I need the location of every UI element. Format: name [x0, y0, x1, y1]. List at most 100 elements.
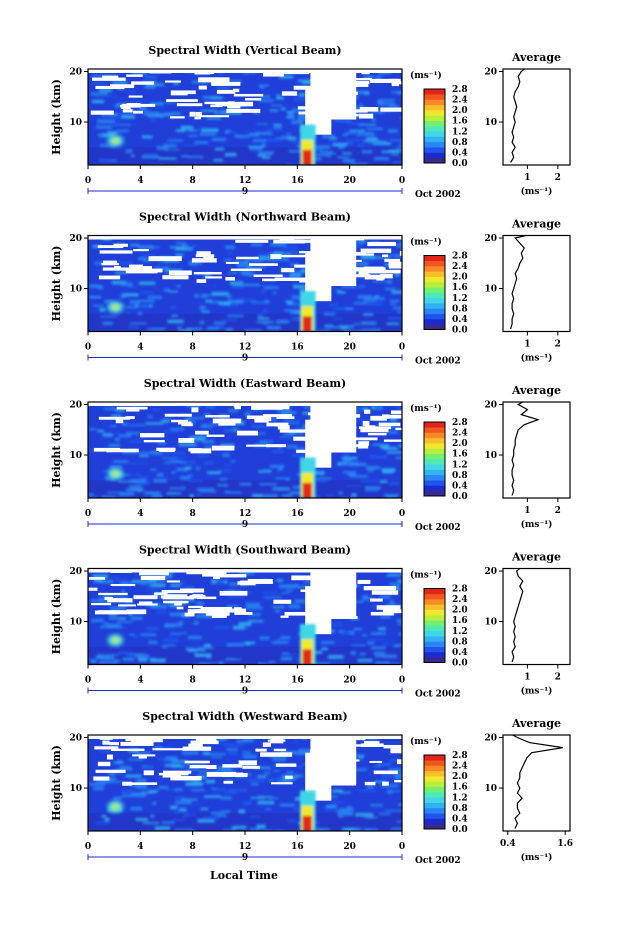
colorbar-tick-label: 1.2	[452, 627, 468, 637]
average-x-label: (ms⁻¹)	[521, 852, 553, 863]
x-tick-label: 12	[239, 176, 252, 186]
x-tick-label: 12	[239, 343, 252, 353]
average-x-tick-label: 2	[555, 340, 561, 350]
convective-column	[299, 124, 316, 165]
colorbar-frame	[423, 754, 446, 830]
average-y-tick-label: 20	[484, 567, 497, 577]
x-tick-label: 8	[190, 176, 196, 186]
average-x-tick-label: 1	[524, 506, 530, 516]
average-frame	[502, 68, 571, 166]
colorbar-tick-label: 2.0	[452, 606, 468, 616]
x-tick-label: 20	[343, 343, 356, 353]
average-frame	[502, 567, 571, 666]
y-axis-label: Height (km)	[50, 579, 63, 655]
colorbar-swatch	[424, 281, 445, 288]
x-tick-label: 0	[399, 176, 405, 186]
average-panel: Average 10 20 1 2(ms⁻¹)	[484, 218, 571, 364]
x-tick-label: 12	[239, 842, 252, 852]
low-level-blob	[107, 467, 124, 480]
average-x-tick-label: 2	[555, 173, 561, 183]
average-y-tick-label: 20	[484, 401, 497, 411]
colorbar-tick-label: 0.4	[452, 814, 468, 824]
x-tick-label: 20	[343, 176, 356, 186]
average-y-tick-label: 20	[484, 734, 497, 744]
x-tick-label: 0	[85, 343, 91, 353]
colorbar-swatch	[424, 120, 445, 127]
colorbar-tick-label: 0.4	[452, 315, 468, 325]
date-label: Oct 2002	[415, 690, 461, 700]
colorbar-tick-label: 1.2	[452, 793, 468, 803]
y-tick-label: 20	[69, 234, 82, 244]
colorbar-swatch	[424, 614, 445, 621]
x-tick-label: 4	[137, 343, 143, 353]
panel-title: Spectral Width (Eastward Beam)	[144, 377, 346, 390]
colorbar-tick-label: 0.8	[452, 637, 468, 647]
average-x-tick-label: 1	[524, 673, 530, 683]
average-panel: Average 10 20 1 2(ms⁻¹)	[484, 51, 571, 197]
colorbar-swatch	[424, 324, 445, 330]
x-tick-label: 0	[399, 343, 405, 353]
colorbar-tick-label: 2.4	[452, 762, 468, 772]
colorbar-swatch	[424, 823, 445, 830]
colorbar-swatch	[424, 797, 445, 803]
colorbar-swatch	[424, 599, 445, 605]
colorbar-tick-label: 2.8	[452, 85, 468, 95]
average-x-tick-label: 2	[555, 506, 561, 516]
x-tick-label: 16	[291, 842, 304, 852]
colorbar-swatch	[424, 141, 445, 148]
colorbar	[423, 255, 446, 330]
colorbar-swatch	[424, 485, 445, 492]
average-x-tick-label: 1	[524, 340, 530, 350]
x-tick-label: 0	[85, 509, 91, 519]
convective-column	[299, 790, 316, 831]
average-profile-line	[511, 568, 524, 663]
no-data-gaps	[88, 568, 402, 635]
average-x-tick-label: 2	[555, 673, 561, 683]
colorbar-tick-label: 1.6	[452, 783, 468, 793]
y-tick-label: 10	[69, 618, 82, 628]
low-level-blob	[107, 800, 124, 813]
average-profile-line	[510, 234, 526, 330]
colorbar-tick-label: 2.4	[452, 595, 468, 605]
colorbar-swatch	[424, 147, 445, 153]
average-y-tick-label: 20	[484, 234, 497, 244]
colorbar-frame	[423, 421, 446, 497]
colorbar-swatch	[424, 313, 445, 320]
colorbar-tick-label: 2.0	[452, 439, 468, 449]
heatmap	[88, 69, 402, 165]
average-profile-line	[511, 401, 540, 496]
colorbar-tick-label: 0.4	[452, 148, 468, 158]
convective-column	[299, 624, 316, 665]
panel-title: Spectral Width (Southward Beam)	[139, 544, 351, 557]
low-level-blob	[107, 634, 124, 647]
colorbar-frame	[423, 88, 446, 164]
colorbar-tick-label: 0.8	[452, 471, 468, 481]
x-tick-label: 20	[343, 842, 356, 852]
x-tick-label: 0	[399, 676, 405, 686]
colorbar-tick-label: 0.0	[452, 492, 468, 502]
colorbar-swatch	[424, 625, 445, 632]
y-axis-label: Height (km)	[50, 412, 63, 488]
colorbar-swatch	[424, 157, 445, 164]
colorbar-swatch	[424, 448, 445, 455]
average-profile-line	[512, 734, 563, 829]
panel-2: Spectral Width (Northward Beam)1020Heigh…	[50, 211, 571, 367]
average-y-tick-label: 10	[484, 618, 497, 628]
colorbar-tick-label: 0.0	[452, 159, 468, 169]
colorbar-swatch	[424, 94, 445, 100]
y-tick-label: 10	[69, 285, 82, 295]
colorbar-swatch	[424, 152, 445, 159]
average-panel: Average 10 20 1 2(ms⁻¹)	[484, 384, 571, 530]
colorbar-swatch	[424, 303, 445, 309]
convective-column	[299, 457, 316, 498]
date-marker: 9	[242, 354, 248, 364]
heatmap	[88, 235, 402, 332]
colorbar-swatch	[424, 630, 445, 637]
no-data-gaps	[88, 402, 402, 468]
average-title: Average	[511, 51, 561, 64]
colorbar-frame	[423, 255, 446, 330]
colorbar-swatch	[424, 786, 445, 793]
no-data-gaps	[88, 235, 402, 302]
colorbar-swatch	[424, 287, 445, 293]
